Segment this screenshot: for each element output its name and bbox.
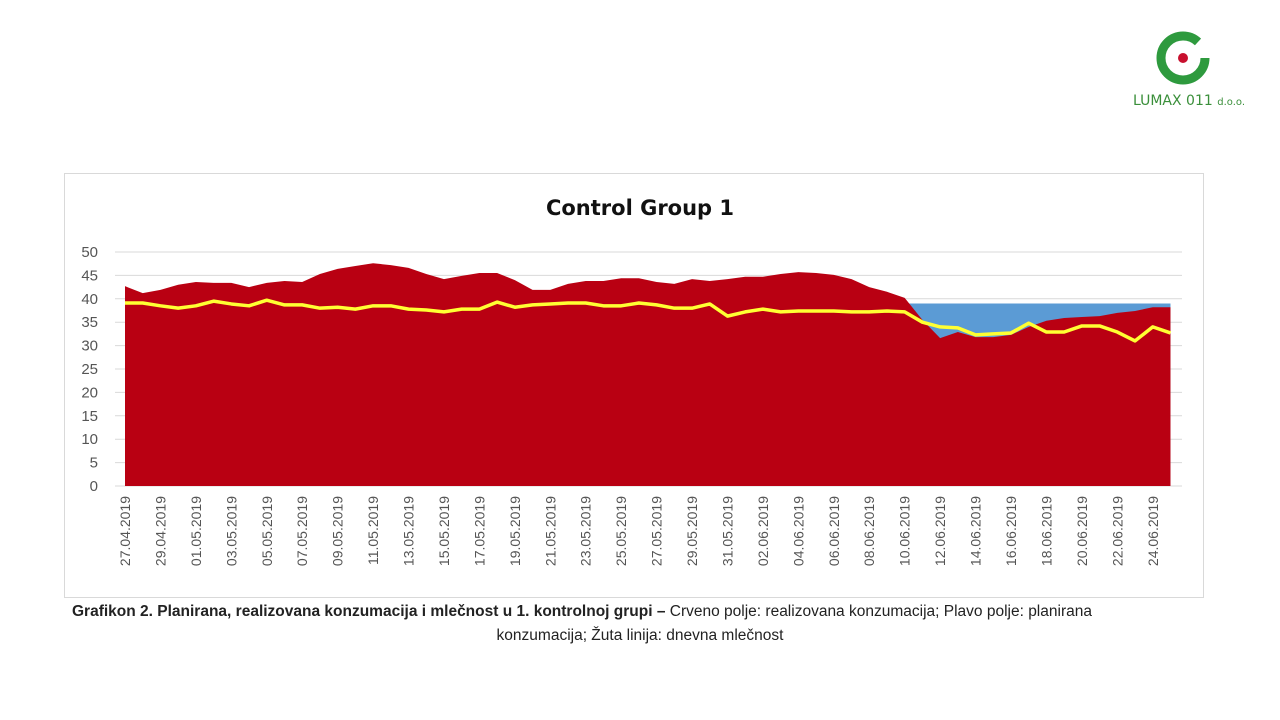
chart-areas <box>125 263 1172 486</box>
x-tick-label: 29.05.2019 <box>684 496 700 566</box>
x-tick-label: 16.06.2019 <box>1003 496 1019 566</box>
x-tick-label: 18.06.2019 <box>1038 496 1054 566</box>
x-tick-label: 15.05.2019 <box>436 496 452 566</box>
x-tick-label: 25.05.2019 <box>613 496 629 566</box>
x-tick-label: 31.05.2019 <box>719 496 735 566</box>
realized-consumption-area <box>125 263 1171 486</box>
daily-milk-yield-line <box>125 298 1172 343</box>
y-tick-label: 0 <box>90 478 98 495</box>
x-tick-label: 21.05.2019 <box>542 496 558 566</box>
company-logo <box>1128 26 1238 112</box>
x-tick-label: 20.06.2019 <box>1074 496 1090 566</box>
x-tick-label: 12.06.2019 <box>932 496 948 566</box>
caption-line-1: Grafikon 2. Planirana, realizovana konzu… <box>72 603 1092 621</box>
caption-rest: Crveno polje: realizovana konzumacija; P… <box>665 603 1092 620</box>
y-tick-label: 50 <box>81 244 98 261</box>
chart-frame <box>64 173 1204 598</box>
x-tick-label: 29.04.2019 <box>152 496 168 566</box>
x-tick-label: 06.06.2019 <box>826 496 842 566</box>
chart-title: Control Group 1 <box>545 196 735 220</box>
y-tick-label: 40 <box>81 291 98 308</box>
x-tick-label: 05.05.2019 <box>259 496 275 566</box>
x-tick-label: 23.05.2019 <box>578 496 594 566</box>
y-tick-label: 20 <box>81 384 98 401</box>
x-tick-label: 17.05.2019 <box>471 496 487 566</box>
x-tick-label: 02.06.2019 <box>755 496 771 566</box>
x-tick-label: 27.04.2019 <box>117 496 133 566</box>
x-tick-label: 11.05.2019 <box>365 496 381 565</box>
x-tick-label: 19.05.2019 <box>507 496 523 566</box>
x-tick-label: 14.06.2019 <box>968 496 984 566</box>
logo-text: LUMAX 011 d.o.o. <box>1133 93 1246 109</box>
logo-ring-icon <box>1156 31 1210 85</box>
y-axis-ticks: 0 5 10 15 20 25 30 35 40 45 50 <box>81 244 98 495</box>
y-tick-label: 15 <box>81 408 98 425</box>
x-tick-label: 10.06.2019 <box>897 496 913 566</box>
y-tick-label: 5 <box>90 455 98 472</box>
x-tick-label: 07.05.2019 <box>294 496 310 566</box>
x-tick-label: 03.05.2019 <box>223 496 239 566</box>
caption-line-2: konzumacija; Žuta linija: dnevna mlečnos… <box>496 627 784 644</box>
x-tick-label: 08.06.2019 <box>861 496 877 566</box>
x-tick-label: 09.05.2019 <box>330 496 346 566</box>
x-tick-label: 24.06.2019 <box>1145 496 1161 566</box>
x-tick-label: 13.05.2019 <box>401 496 417 566</box>
x-tick-label: 04.06.2019 <box>790 496 806 566</box>
x-tick-label: 01.05.2019 <box>188 496 204 566</box>
y-tick-label: 35 <box>81 314 98 331</box>
x-tick-label: 27.05.2019 <box>649 496 665 566</box>
y-tick-label: 10 <box>81 431 98 448</box>
x-axis-ticks: 27.04.2019 29.04.2019 01.05.2019 03.05.2019… <box>117 496 1161 566</box>
y-tick-label: 25 <box>81 361 98 378</box>
x-tick-label: 22.06.2019 <box>1109 496 1125 566</box>
caption-bold: Grafikon 2. Planirana, realizovana konzu… <box>72 603 666 620</box>
y-tick-label: 45 <box>81 267 98 284</box>
y-tick-label: 30 <box>81 338 98 355</box>
